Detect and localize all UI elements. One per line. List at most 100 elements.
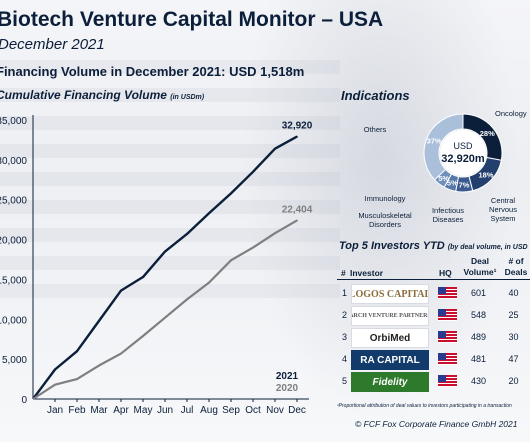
data-point-2020 — [274, 232, 276, 234]
data-point-2020 — [76, 378, 78, 380]
data-point-2021 — [230, 192, 232, 195]
series-line-2020 — [32, 219, 298, 400]
row-rank: 3 — [342, 332, 348, 342]
background-flag — [0, 60, 340, 300]
row-deals: 20 — [508, 376, 519, 386]
pie-slice-value-label: 5% — [438, 174, 449, 183]
investor-logo: OrbiMed — [351, 328, 429, 348]
data-point-2020 — [208, 281, 210, 284]
investor-logo: RA CAPITAL — [351, 350, 429, 370]
financing-headline: Financing Volume in December 2021: USD 1… — [0, 64, 305, 79]
data-point-2021 — [186, 233, 188, 235]
data-point-2021 — [120, 289, 122, 292]
pie-chart: 28% Oncology 18% Central Nervous System 7% Infe… — [358, 109, 527, 229]
series-line-2021 — [32, 135, 298, 400]
table-row: 1 LOGOS CAPITAL 601 40 — [337, 283, 530, 304]
data-point-2021 — [252, 171, 254, 173]
investors-title-text: Top 5 Investors YTD — [339, 240, 445, 252]
data-point-2021 — [142, 276, 144, 278]
pie-slice-category-label: Infectious Diseases — [432, 206, 464, 224]
pie-slice — [423, 113, 464, 181]
row-deals: 25 — [508, 310, 519, 320]
data-point-2020 — [120, 352, 122, 355]
row-rank: 5 — [342, 376, 348, 386]
y-tick-label: 30,000 — [0, 156, 27, 167]
line-chart-title-text: Cumulative Financing Volume — [0, 88, 167, 102]
x-tick-label: Apr — [113, 405, 129, 416]
x-tick-label: Jul — [181, 405, 194, 416]
row-deals: 40 — [508, 288, 519, 298]
y-tick-label: 5,000 — [2, 355, 27, 366]
table-row: 5 Fidelity 430 20 — [337, 371, 530, 392]
data-point-2020 — [142, 335, 144, 337]
x-tick-label: Oct — [245, 405, 261, 416]
pie-slice-value-label: 37% — [427, 136, 442, 145]
data-point-2021 — [208, 212, 210, 215]
data-point-2020 — [252, 246, 254, 249]
data-point-2021 — [98, 320, 100, 322]
data-point-2021 — [54, 368, 56, 371]
row-volume: 489 — [470, 332, 487, 342]
table-header-rule — [337, 279, 530, 280]
x-tick-label: Aug — [200, 405, 218, 416]
data-point-2021 — [274, 147, 276, 150]
row-volume: 481 — [470, 354, 487, 364]
y-tick-label: 0 — [21, 395, 27, 406]
end-value-label: 32,920 — [282, 121, 313, 132]
x-tick-label: Jan — [47, 405, 63, 416]
investors-title: Top 5 Investors YTD (by deal volume, in … — [339, 240, 528, 252]
pie-slice-category-label: Central Nervous System — [489, 196, 517, 223]
x-tick-label: Sep — [222, 405, 240, 416]
table-row: 3 OrbiMed 489 30 — [337, 327, 530, 348]
copyright: © FCF Fox Corporate Finance GmbH 2021 — [355, 419, 518, 429]
x-tick-label: May — [134, 405, 153, 416]
us-flag-icon — [438, 353, 457, 365]
line-chart: 0 5,000 10,000 15,000 20,000 25,000 30,000 35,0… — [0, 115, 313, 416]
table-row: 4 RA CAPITAL 481 47 — [337, 349, 530, 370]
pie-chart-title: Indications — [341, 88, 410, 103]
data-point-2020 — [98, 364, 100, 367]
pie-center-label: USD — [453, 141, 473, 151]
footnote: ¹Proportional attribution of deal values… — [337, 403, 512, 409]
row-deals: 47 — [508, 354, 519, 364]
col-investor: Investor — [350, 268, 384, 278]
x-tick-label: Dec — [288, 405, 306, 416]
us-flag-icon — [438, 331, 457, 343]
pie-slice-category-label: Musculoskeletal Disorders — [358, 211, 412, 229]
pie-slice-value-label: 18% — [478, 171, 493, 180]
data-point-2021 — [296, 135, 298, 138]
y-tick-label: 35,000 — [0, 116, 27, 127]
line-chart-unit: (in USDm) — [170, 94, 205, 101]
investors-title-note: (by deal volume, in USD — [447, 244, 528, 251]
x-tick-label: Mar — [90, 405, 108, 416]
col-hq: HQ — [439, 268, 452, 278]
data-point-2020 — [186, 298, 188, 301]
investor-logo: Fidelity — [351, 372, 429, 392]
x-tick-label: Feb — [68, 405, 86, 416]
col-rank: # — [341, 268, 346, 278]
pie-center-value: 32,920m — [441, 153, 485, 165]
col-deals: # of Deals — [504, 256, 528, 277]
pie-slice-value-label: 7% — [459, 180, 470, 189]
page-subtitle: December 2021 — [0, 36, 105, 53]
line-chart-title: Cumulative Financing Volume (in USDm) — [0, 88, 204, 102]
legend-label: 2021 — [276, 371, 299, 382]
y-tick-label: 15,000 — [0, 275, 27, 286]
pie-slice-category-label: Oncology — [495, 109, 527, 118]
row-rank: 1 — [342, 288, 348, 298]
pie-center — [440, 130, 486, 176]
data-point-2020 — [230, 259, 232, 262]
page-title: Biotech Venture Capital Monitor – USA — [0, 8, 384, 31]
legend-label: 2020 — [276, 383, 299, 394]
data-point-2020 — [296, 219, 298, 222]
x-tick-label: Jun — [157, 405, 173, 416]
y-tick-label: 20,000 — [0, 236, 27, 247]
data-point-2021 — [164, 250, 166, 253]
col-volume: Deal Volume¹ — [463, 256, 497, 277]
data-point-2020 — [54, 383, 56, 386]
investor-logo: LOGOS CAPITAL — [351, 284, 429, 304]
us-flag-icon — [438, 375, 457, 387]
pie-slice-value-label: 5% — [447, 179, 458, 188]
end-value-label: 22,404 — [282, 204, 313, 215]
us-flag-icon — [438, 309, 457, 321]
